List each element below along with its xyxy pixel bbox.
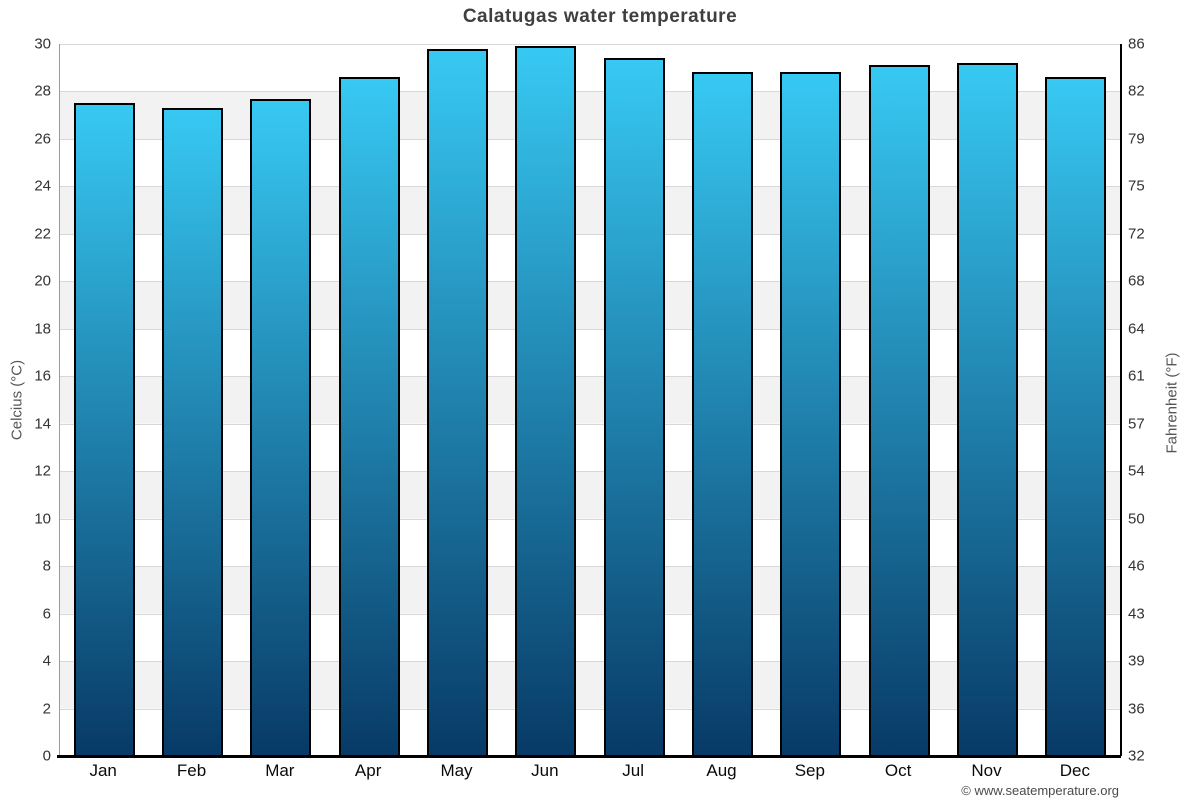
gridline-18c xyxy=(60,328,1120,330)
celsius-tick-28: 28 xyxy=(34,82,51,100)
fahrenheit-tick-57: 57 xyxy=(1128,415,1145,433)
bar-slot-dec xyxy=(1032,44,1120,756)
gridline-8c xyxy=(60,566,1120,568)
plot-area xyxy=(59,44,1122,756)
gridline-4c xyxy=(60,661,1120,663)
month-label-apr: Apr xyxy=(354,761,382,780)
gridline-6c xyxy=(60,613,1120,615)
bar-dec[interactable] xyxy=(1045,77,1107,756)
month-label-nov: Nov xyxy=(971,761,1002,780)
gridline-22c xyxy=(60,233,1120,235)
celsius-tick-16: 16 xyxy=(34,367,51,385)
bar-slot-apr xyxy=(325,44,413,756)
bar-may[interactable] xyxy=(426,48,488,756)
fahrenheit-tick-68: 68 xyxy=(1128,272,1145,290)
fahrenheit-tick-72: 72 xyxy=(1128,225,1145,243)
month-label-jun: Jun xyxy=(531,761,559,780)
bar-slot-mar xyxy=(237,44,325,756)
month-label-jul: Jul xyxy=(622,761,645,780)
bar-jul[interactable] xyxy=(603,58,665,756)
month-label-oct: Oct xyxy=(884,761,912,780)
gridline-26c xyxy=(60,138,1120,140)
gridline-14c xyxy=(60,423,1120,425)
fahrenheit-tick-46: 46 xyxy=(1128,557,1145,575)
bar-apr[interactable] xyxy=(338,77,400,756)
celsius-tick-26: 26 xyxy=(34,130,51,148)
bar-slot-nov xyxy=(943,44,1031,756)
bar-aug[interactable] xyxy=(691,72,753,756)
celsius-tick-18: 18 xyxy=(34,320,51,338)
fahrenheit-tick-79: 79 xyxy=(1128,130,1145,148)
fahrenheit-tick-32: 32 xyxy=(1128,747,1145,765)
celsius-tick-2: 2 xyxy=(42,700,51,718)
fahrenheit-tick-54: 54 xyxy=(1128,462,1145,480)
fahrenheit-tick-64: 64 xyxy=(1128,320,1145,338)
bar-sep[interactable] xyxy=(780,72,842,756)
bar-jun[interactable] xyxy=(515,46,577,756)
month-label-aug: Aug xyxy=(706,761,737,780)
celsius-tick-12: 12 xyxy=(34,462,51,480)
fahrenheit-tick-50: 50 xyxy=(1128,510,1145,528)
gridline-28c xyxy=(60,91,1120,93)
gridline-10c xyxy=(60,518,1120,520)
bar-slot-jun xyxy=(502,44,590,756)
fahrenheit-tick-86: 86 xyxy=(1128,35,1145,53)
gridline-20c xyxy=(60,281,1120,283)
chart-title: Calatugas water temperature xyxy=(462,6,738,27)
gridline-12c xyxy=(60,471,1120,473)
month-label-feb: Feb xyxy=(176,761,207,780)
celsius-tick-24: 24 xyxy=(34,177,51,195)
month-label-dec: Dec xyxy=(1059,761,1090,780)
celsius-tick-4: 4 xyxy=(42,652,51,670)
bar-mar[interactable] xyxy=(250,98,312,756)
bar-feb[interactable] xyxy=(161,108,223,756)
fahrenheit-tick-43: 43 xyxy=(1128,605,1145,623)
celsius-tick-20: 20 xyxy=(34,272,51,290)
x-axis-line xyxy=(57,755,1121,758)
bar-nov[interactable] xyxy=(956,63,1018,756)
fahrenheit-tick-75: 75 xyxy=(1128,177,1145,195)
gridline-24c xyxy=(60,186,1120,188)
bar-oct[interactable] xyxy=(868,65,930,756)
bar-slot-jan xyxy=(60,44,148,756)
bar-slot-sep xyxy=(767,44,855,756)
gridline-30c xyxy=(60,44,1120,45)
copyright-text: © www.seatemperature.org xyxy=(961,783,1119,798)
celsius-tick-14: 14 xyxy=(34,415,51,433)
celsius-tick-6: 6 xyxy=(42,605,51,623)
gridline-2c xyxy=(60,708,1120,710)
month-label-may: May xyxy=(440,761,473,780)
fahrenheit-tick-39: 39 xyxy=(1128,652,1145,670)
celsius-tick-8: 8 xyxy=(42,557,51,575)
month-label-mar: Mar xyxy=(265,761,295,780)
bar-slot-feb xyxy=(148,44,236,756)
celsius-tick-22: 22 xyxy=(34,225,51,243)
gridline-16c xyxy=(60,376,1120,378)
bar-slot-may xyxy=(413,44,501,756)
bar-slot-aug xyxy=(678,44,766,756)
celsius-tick-0: 0 xyxy=(42,747,51,765)
bar-jan[interactable] xyxy=(73,103,135,756)
month-label-jan: Jan xyxy=(89,761,117,780)
celsius-tick-10: 10 xyxy=(34,510,51,528)
fahrenheit-tick-36: 36 xyxy=(1128,700,1145,718)
bar-slot-oct xyxy=(855,44,943,756)
fahrenheit-tick-82: 82 xyxy=(1128,82,1145,100)
bar-slot-jul xyxy=(590,44,678,756)
celsius-tick-30: 30 xyxy=(34,35,51,53)
month-label-sep: Sep xyxy=(794,761,825,780)
fahrenheit-tick-61: 61 xyxy=(1128,367,1145,385)
